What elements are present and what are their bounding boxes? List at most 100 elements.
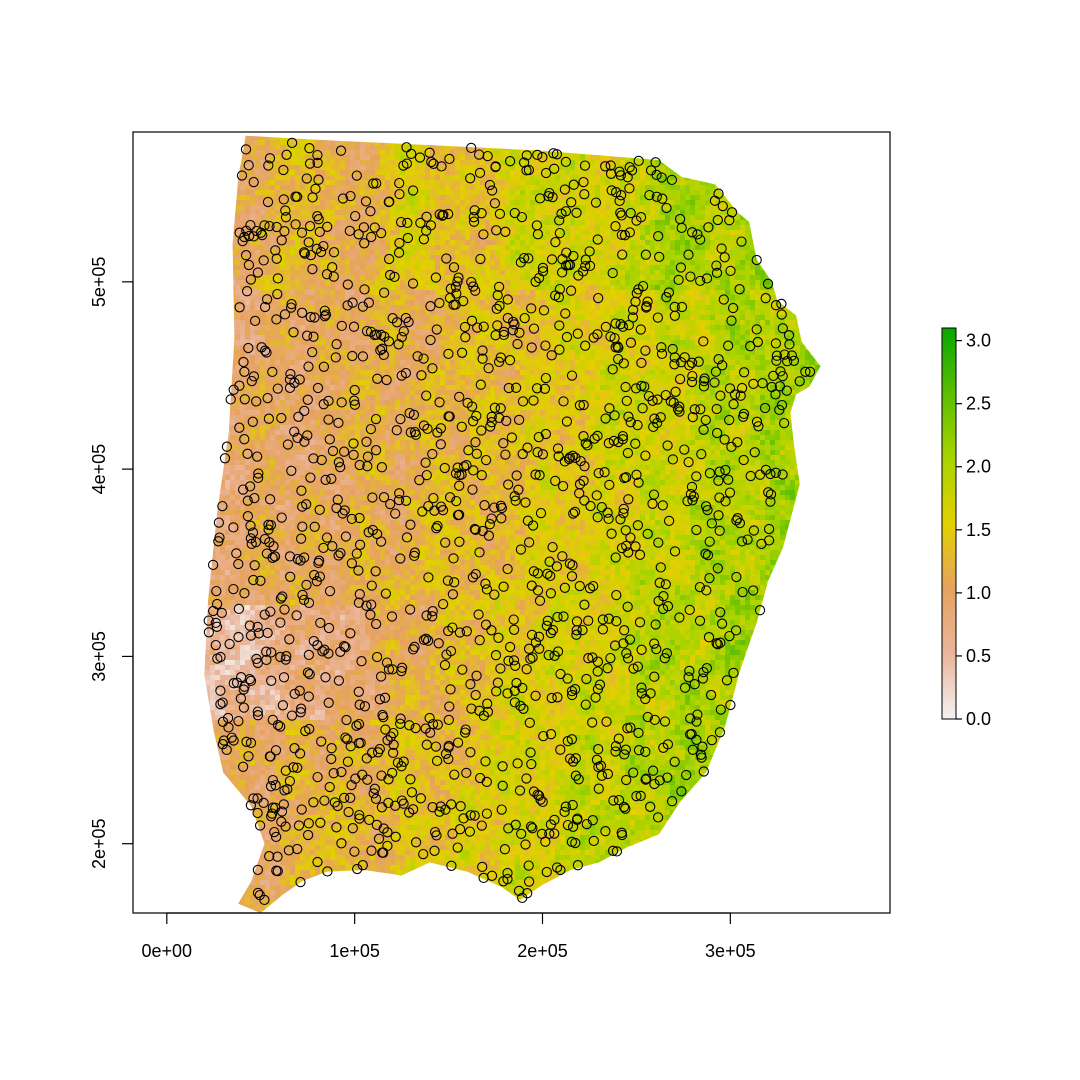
sample-point xyxy=(486,417,497,428)
sample-point xyxy=(228,583,239,595)
sample-point xyxy=(318,542,329,554)
sample-point xyxy=(549,163,560,174)
sample-point xyxy=(441,253,452,264)
sample-point xyxy=(649,714,660,726)
sample-point xyxy=(456,421,467,432)
sample-point xyxy=(713,475,724,486)
sample-point xyxy=(687,411,698,423)
sample-point xyxy=(682,495,693,507)
sample-point xyxy=(736,236,747,247)
sample-point xyxy=(496,502,508,514)
sample-point xyxy=(374,694,386,705)
sample-point xyxy=(617,434,628,445)
sample-point xyxy=(704,468,716,479)
sample-point xyxy=(632,520,644,531)
sample-point xyxy=(533,631,545,642)
sample-point xyxy=(691,471,702,482)
sample-point xyxy=(243,751,254,762)
sample-point xyxy=(481,808,493,819)
sample-point xyxy=(275,593,287,604)
sample-point xyxy=(377,343,388,354)
sample-point xyxy=(369,222,380,233)
sample-point xyxy=(604,479,615,491)
sample-point xyxy=(686,481,698,493)
sample-point xyxy=(239,366,250,377)
sample-point xyxy=(233,558,244,570)
sample-point xyxy=(327,262,338,273)
sample-point xyxy=(765,489,777,500)
sample-point xyxy=(721,675,733,686)
sample-point xyxy=(326,753,337,765)
sample-point xyxy=(662,772,673,783)
sample-point xyxy=(686,357,698,368)
sample-point xyxy=(603,513,614,525)
sample-point xyxy=(748,525,760,536)
sample-point xyxy=(448,553,459,564)
sample-point xyxy=(617,431,629,442)
sample-point xyxy=(356,656,367,667)
sample-point xyxy=(704,536,715,547)
sample-point xyxy=(694,615,706,626)
sample-point xyxy=(389,271,400,283)
sample-point xyxy=(295,703,307,714)
sample-point xyxy=(626,165,638,176)
sample-point xyxy=(651,417,663,429)
sample-point xyxy=(498,329,510,341)
sample-point xyxy=(600,413,611,424)
sample-point xyxy=(642,528,653,540)
sample-point xyxy=(270,831,282,843)
sample-point xyxy=(568,250,579,262)
sample-point xyxy=(737,586,748,598)
sample-point xyxy=(380,588,392,599)
sample-point xyxy=(261,294,273,305)
sample-point xyxy=(267,366,278,378)
sample-point xyxy=(697,673,709,684)
sample-point xyxy=(264,851,275,862)
sample-point xyxy=(444,701,455,712)
sample-point xyxy=(252,267,264,278)
sample-point xyxy=(528,566,540,577)
sample-point xyxy=(335,145,347,156)
sample-point xyxy=(221,441,233,452)
sample-point xyxy=(470,437,481,448)
sample-point xyxy=(428,492,439,504)
sample-point xyxy=(730,625,742,636)
sample-point xyxy=(751,416,763,427)
sample-point xyxy=(561,247,572,258)
sample-point xyxy=(365,326,377,337)
sample-point xyxy=(794,376,805,387)
sample-point xyxy=(432,427,443,438)
sample-point xyxy=(564,753,576,764)
sample-point xyxy=(394,488,405,499)
sample-point xyxy=(261,548,273,559)
sample-point xyxy=(491,303,502,315)
sample-point xyxy=(654,775,665,786)
sample-point xyxy=(774,404,785,416)
sample-point xyxy=(515,544,527,555)
sample-point xyxy=(266,808,278,819)
sample-point xyxy=(406,787,418,798)
sample-point xyxy=(432,520,443,532)
sample-point xyxy=(301,173,312,184)
sample-point xyxy=(674,373,686,385)
sample-point xyxy=(320,474,331,486)
sample-point xyxy=(571,625,582,636)
sample-point xyxy=(647,395,658,406)
sample-point xyxy=(486,625,497,636)
sample-point xyxy=(421,739,432,750)
sample-point xyxy=(243,230,255,242)
sample-point xyxy=(403,316,414,328)
sample-point xyxy=(338,446,350,457)
sample-point xyxy=(628,663,639,674)
sample-point xyxy=(252,710,264,721)
sample-point xyxy=(289,377,300,388)
sample-point xyxy=(439,659,451,671)
sample-point xyxy=(319,311,330,322)
sample-point xyxy=(393,247,405,258)
x-axis: 0e+00 1e+05 2e+05 3e+05 xyxy=(142,912,756,961)
sample-point xyxy=(713,188,724,199)
sample-point xyxy=(634,617,646,628)
sample-point xyxy=(516,828,527,840)
legend-tick-label: 2.0 xyxy=(966,457,991,477)
sample-point xyxy=(542,615,553,626)
